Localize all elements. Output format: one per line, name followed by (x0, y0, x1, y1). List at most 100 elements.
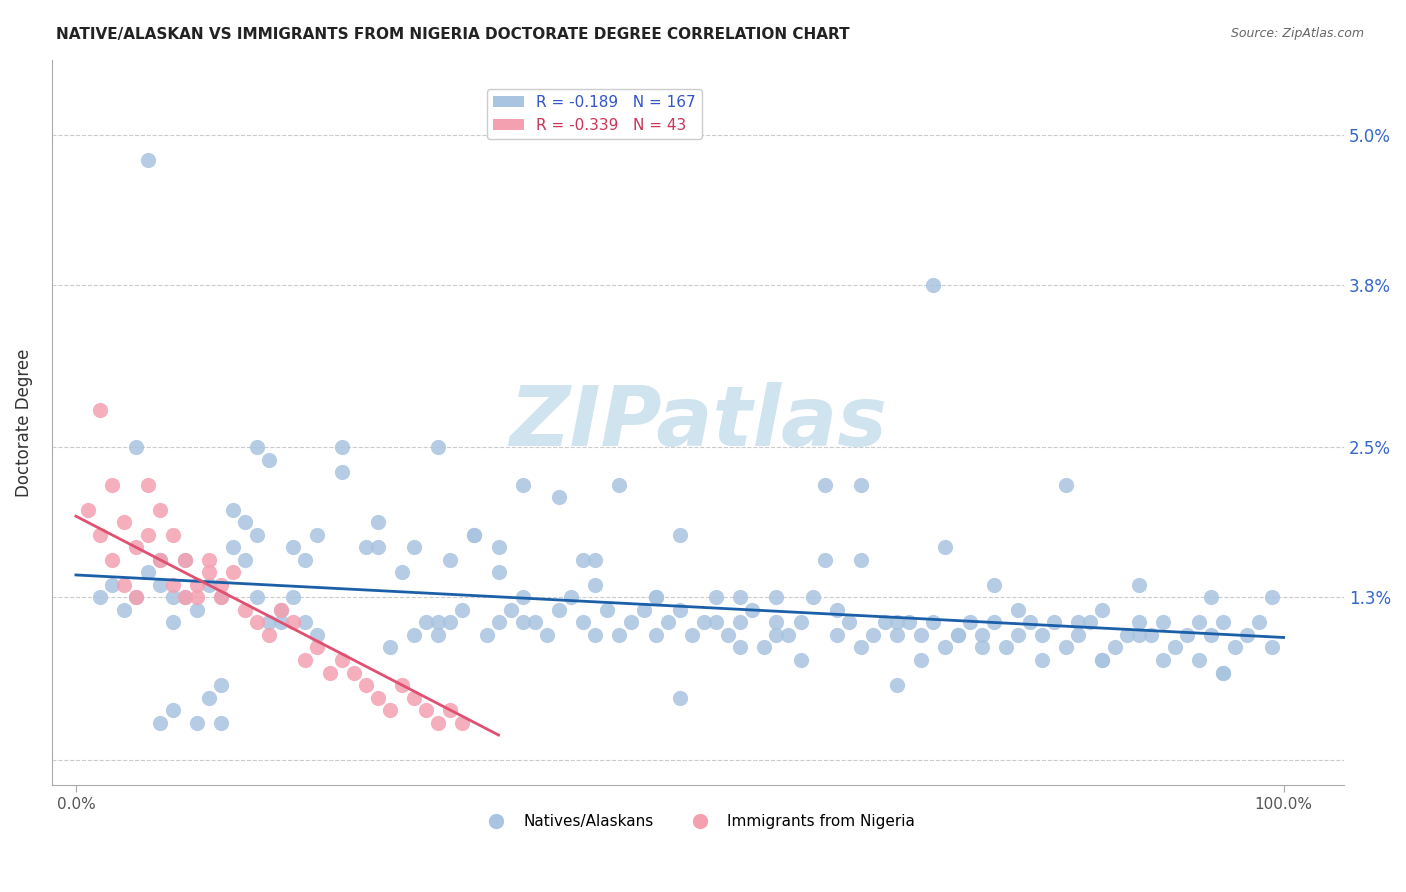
Point (101, 578, 124, 592)
Point (318, 665, 340, 680)
Point (704, 615, 727, 630)
Point (138, 566, 160, 580)
Point (668, 528, 690, 542)
Legend: Natives/Alaskans, Immigrants from Nigeria: Natives/Alaskans, Immigrants from Nigeri… (475, 808, 921, 836)
Point (463, 528, 485, 542)
Text: ZIPatlas: ZIPatlas (509, 382, 887, 463)
Point (934, 640, 956, 655)
Point (814, 478, 837, 492)
Point (354, 541, 377, 555)
Point (101, 478, 124, 492)
Point (427, 715, 450, 730)
Point (209, 591, 232, 605)
Point (439, 703, 461, 717)
Point (1164, 640, 1187, 655)
Point (1175, 628, 1198, 642)
Point (1115, 628, 1137, 642)
Point (572, 553, 595, 567)
Point (307, 628, 329, 642)
Point (378, 703, 401, 717)
Point (186, 591, 208, 605)
Y-axis label: Doctorate Degree: Doctorate Degree (15, 348, 32, 497)
Point (149, 578, 172, 592)
Point (704, 591, 727, 605)
Point (1212, 615, 1234, 630)
Point (439, 615, 461, 630)
Point (343, 665, 366, 680)
Point (367, 541, 389, 555)
Point (89, 591, 111, 605)
Point (283, 591, 305, 605)
Point (728, 591, 751, 605)
Point (644, 628, 666, 642)
Point (1091, 603, 1114, 617)
Point (681, 628, 703, 642)
Point (922, 277, 945, 292)
Point (512, 591, 534, 605)
Point (1260, 591, 1282, 605)
Point (222, 566, 245, 580)
Point (583, 628, 606, 642)
Point (849, 478, 872, 492)
Point (307, 528, 329, 542)
Point (463, 528, 485, 542)
Point (162, 615, 184, 630)
Point (330, 653, 353, 667)
Point (512, 478, 534, 492)
Point (162, 703, 184, 717)
Point (173, 553, 195, 567)
Point (1067, 615, 1090, 630)
Point (222, 541, 245, 555)
Point (1091, 653, 1114, 667)
Point (138, 478, 160, 492)
Point (162, 578, 184, 592)
Point (765, 628, 787, 642)
Point (367, 516, 389, 530)
Text: Source: ZipAtlas.com: Source: ZipAtlas.com (1230, 27, 1364, 40)
Point (125, 591, 148, 605)
Point (583, 553, 606, 567)
Point (983, 615, 1005, 630)
Point (728, 615, 751, 630)
Point (1212, 665, 1234, 680)
Point (970, 628, 993, 642)
Point (512, 615, 534, 630)
Point (427, 628, 450, 642)
Point (789, 653, 811, 667)
Point (307, 640, 329, 655)
Point (415, 703, 437, 717)
Point (270, 603, 292, 617)
Point (1128, 578, 1150, 592)
Point (257, 615, 280, 630)
Point (523, 615, 546, 630)
Point (233, 553, 256, 567)
Point (427, 615, 450, 630)
Point (657, 615, 679, 630)
Point (354, 678, 377, 692)
Point (1225, 640, 1247, 655)
Point (536, 628, 558, 642)
Point (1128, 628, 1150, 642)
Point (1188, 653, 1211, 667)
Point (754, 640, 776, 655)
Point (1031, 628, 1053, 642)
Point (197, 553, 219, 567)
Point (1199, 628, 1222, 642)
Point (112, 578, 135, 592)
Point (668, 603, 690, 617)
Point (499, 603, 522, 617)
Point (644, 591, 666, 605)
Point (173, 591, 195, 605)
Point (717, 628, 740, 642)
Point (1104, 640, 1126, 655)
Point (1152, 653, 1174, 667)
Point (475, 628, 498, 642)
Point (246, 615, 269, 630)
Point (77, 503, 100, 517)
Point (197, 690, 219, 705)
Point (849, 553, 872, 567)
Point (330, 466, 353, 480)
Point (138, 153, 160, 167)
Point (596, 603, 619, 617)
Point (609, 628, 631, 642)
